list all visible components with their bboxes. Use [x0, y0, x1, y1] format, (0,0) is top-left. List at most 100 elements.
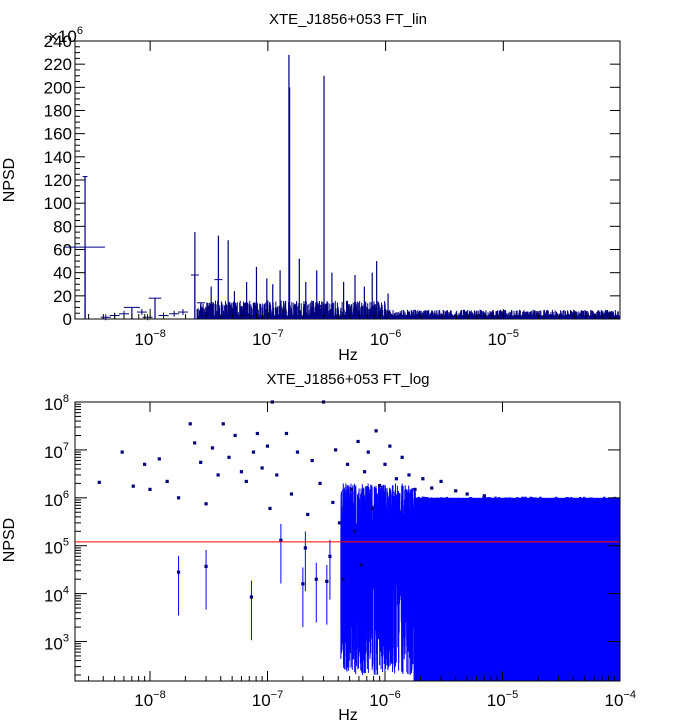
dense-point	[544, 509, 548, 513]
dense-point	[538, 500, 542, 504]
dense-point	[606, 502, 609, 505]
top-plot-frame	[74, 40, 621, 320]
dense-point	[616, 501, 619, 504]
data-point	[407, 473, 411, 477]
dense-point	[514, 505, 517, 509]
dense-point	[569, 507, 572, 510]
dense-point	[523, 501, 526, 504]
dense-point	[555, 496, 558, 500]
x-tick-label: 10−7	[252, 689, 283, 710]
dense-point	[590, 497, 594, 500]
dense-point	[534, 506, 537, 510]
dense-point	[468, 509, 471, 512]
dense-point	[570, 497, 573, 500]
dense-point	[438, 500, 441, 503]
y-tick-label-base: 10	[44, 539, 63, 558]
dense-point	[426, 500, 430, 503]
dense-point	[414, 504, 418, 508]
dense-point	[482, 496, 485, 500]
data-point	[378, 483, 382, 488]
dense-point	[488, 500, 492, 504]
dense-point	[580, 510, 583, 513]
data-point	[366, 450, 370, 454]
data-point	[394, 477, 398, 481]
data-point	[337, 521, 342, 525]
dense-point	[482, 500, 486, 503]
dense-point	[423, 496, 426, 500]
data-point	[374, 429, 378, 433]
dense-point	[550, 501, 553, 504]
top-y-axis-label: NPSD	[1, 158, 18, 202]
data-point	[239, 470, 244, 474]
dense-point	[579, 504, 582, 507]
dense-point	[525, 503, 528, 506]
data-point	[265, 444, 270, 448]
dense-point	[450, 502, 454, 505]
dense-point	[511, 497, 514, 501]
dense-point	[542, 503, 545, 507]
dense-point	[508, 497, 512, 501]
dense-point	[464, 508, 467, 512]
y-tick-label-base: 10	[44, 491, 63, 510]
dense-point	[527, 509, 531, 513]
y-tick-label-exponent: 5	[63, 537, 69, 549]
dense-point	[429, 503, 432, 507]
data-point	[165, 479, 169, 484]
dense-point	[463, 508, 466, 511]
dense-point	[589, 507, 593, 510]
dense-point	[493, 510, 497, 514]
dense-point	[583, 510, 586, 513]
dense-point	[544, 507, 548, 511]
dense-point	[506, 497, 509, 501]
dense-point	[613, 500, 617, 503]
dense-point	[575, 498, 579, 502]
dense-point	[430, 507, 434, 511]
y-tick-label-base: 10	[44, 443, 63, 462]
dense-point	[614, 510, 617, 513]
dense-point	[521, 496, 524, 500]
dense-point	[434, 507, 437, 511]
dense-point	[516, 497, 519, 500]
dense-point	[497, 506, 500, 510]
dense-point	[469, 502, 472, 506]
data-point	[359, 563, 364, 567]
data-point	[260, 466, 264, 470]
x-tick-label-exponent: −6	[388, 689, 401, 701]
dense-point	[526, 510, 529, 513]
y-tick-label: 100	[44, 194, 72, 213]
dense-point	[430, 497, 433, 500]
dense-point	[554, 509, 558, 512]
dense-point	[470, 498, 473, 502]
dense-point	[556, 504, 559, 508]
dense-point	[541, 500, 544, 503]
dense-point	[457, 503, 460, 506]
y-tick-label: 103	[44, 633, 69, 654]
dense-point	[615, 508, 618, 512]
x-tick-label-exponent: −8	[153, 328, 166, 340]
data-point	[279, 538, 283, 542]
data-point	[388, 444, 392, 448]
dense-point	[435, 497, 438, 501]
x-tick-label: 10−5	[487, 689, 518, 710]
dense-point	[615, 500, 618, 504]
dense-point	[445, 496, 449, 500]
dense-point	[597, 506, 600, 509]
x-tick-label-base: 10	[369, 691, 388, 710]
dense-point	[529, 496, 532, 500]
dense-point	[494, 496, 497, 500]
y-tick-label: 240	[44, 32, 72, 51]
dense-point	[616, 504, 620, 507]
dense-point	[414, 497, 417, 500]
dense-point	[558, 507, 561, 511]
data-point	[157, 457, 161, 461]
dense-point	[447, 507, 450, 510]
x-tick-label: 10−5	[488, 328, 519, 349]
dense-point	[414, 501, 417, 505]
dense-point	[491, 502, 494, 506]
y-tick-label: 104	[44, 585, 69, 606]
dense-point	[563, 498, 566, 502]
dense-point	[440, 497, 443, 500]
data-point	[131, 484, 135, 488]
dense-point	[421, 504, 425, 507]
x-tick-label-exponent: −4	[623, 689, 636, 701]
